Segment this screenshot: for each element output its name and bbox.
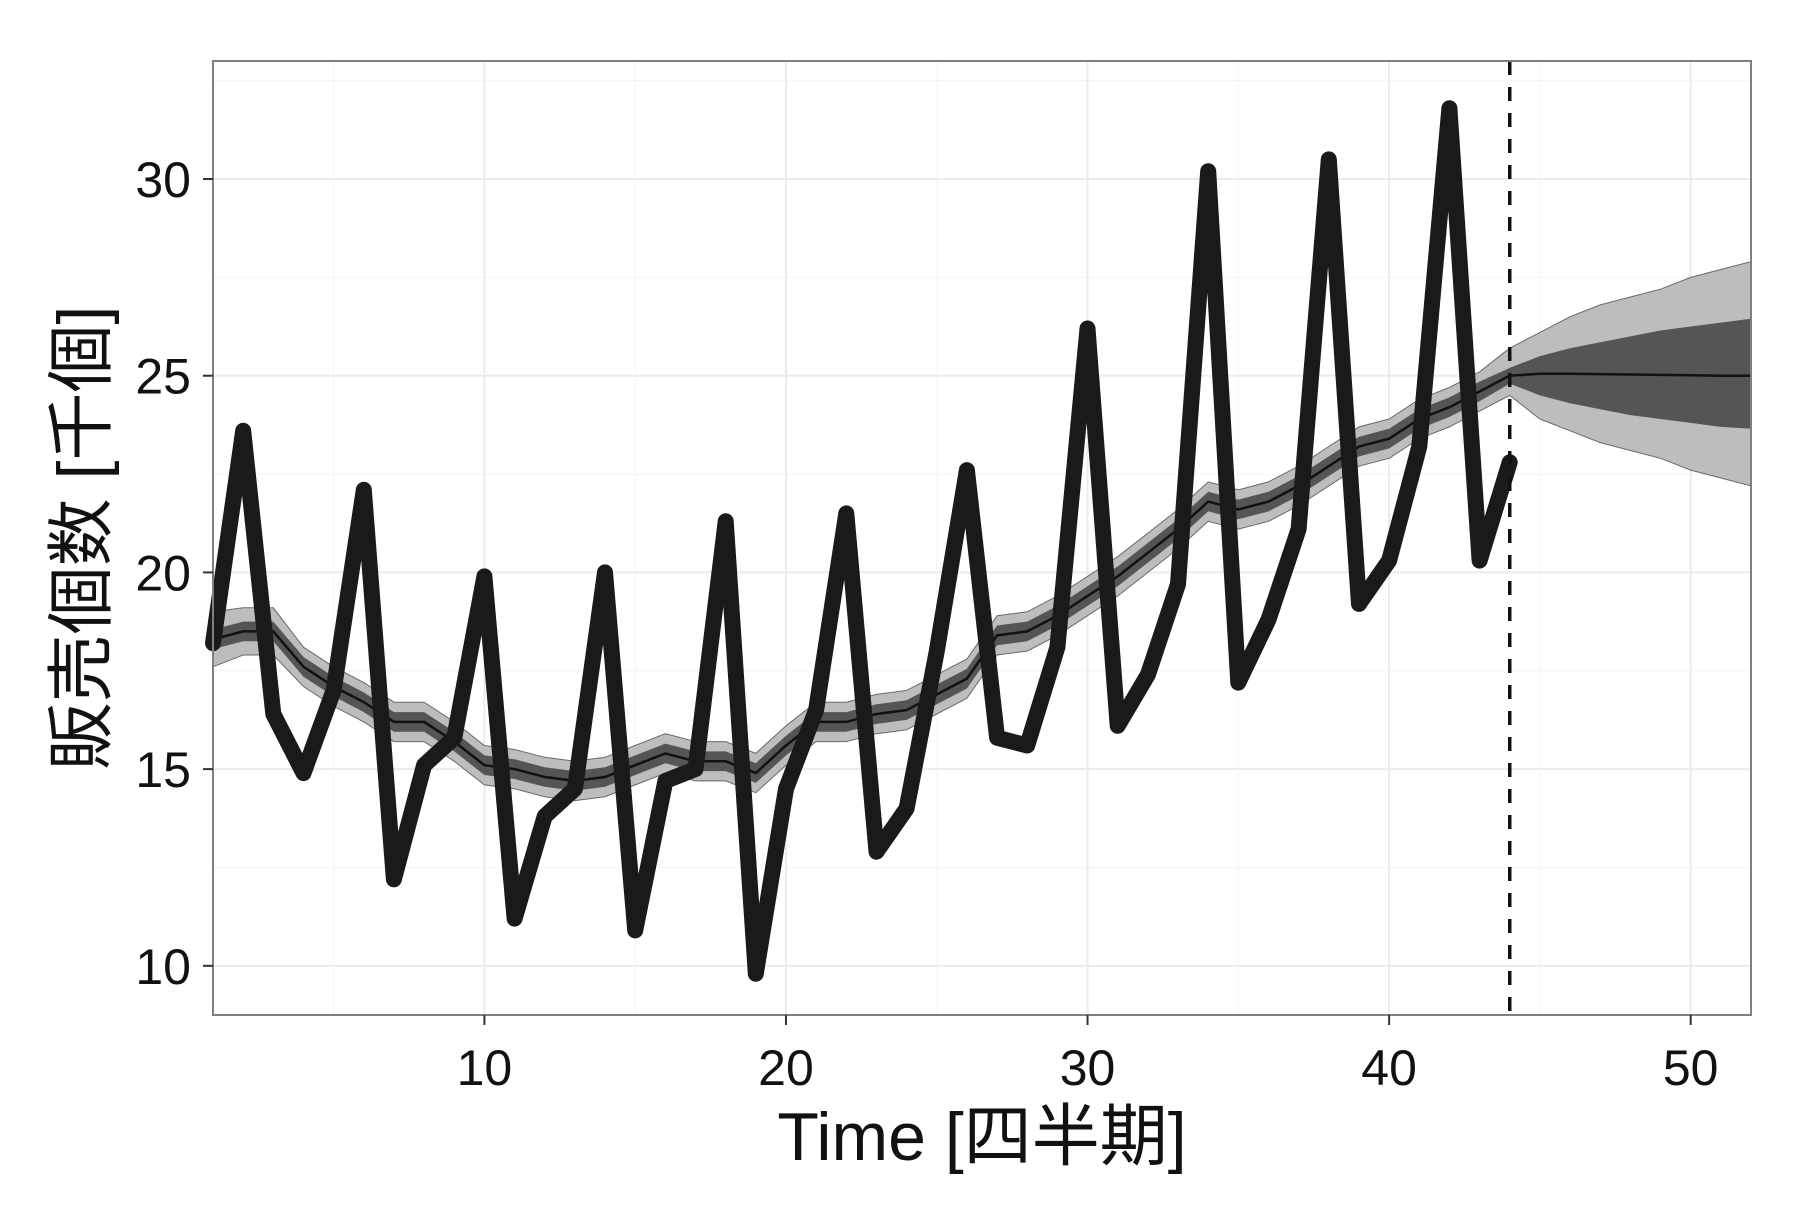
x-tick-label: 30 — [1060, 1040, 1116, 1096]
y-tick-label: 20 — [135, 545, 191, 601]
y-tick-label: 30 — [135, 152, 191, 208]
y-axis-title: 販売個数 [千個] — [44, 306, 120, 771]
x-tick-label: 10 — [457, 1040, 513, 1096]
x-axis-ticks: 10 20 30 40 50 — [457, 1015, 1719, 1096]
x-axis-title: Time [四半期] — [777, 1099, 1186, 1175]
x-tick-label: 50 — [1663, 1040, 1719, 1096]
y-tick-label: 25 — [135, 349, 191, 405]
band-inner — [213, 318, 1751, 791]
y-axis-ticks: 10 15 20 25 30 — [135, 152, 213, 995]
y-tick-label: 15 — [135, 742, 191, 798]
observed-series — [205, 100, 1518, 982]
y-tick-label: 10 — [135, 939, 191, 995]
x-tick-label: 40 — [1361, 1040, 1417, 1096]
observed-line — [205, 100, 1518, 982]
plot-border — [212, 60, 1752, 1016]
x-tick-label: 20 — [758, 1040, 814, 1096]
